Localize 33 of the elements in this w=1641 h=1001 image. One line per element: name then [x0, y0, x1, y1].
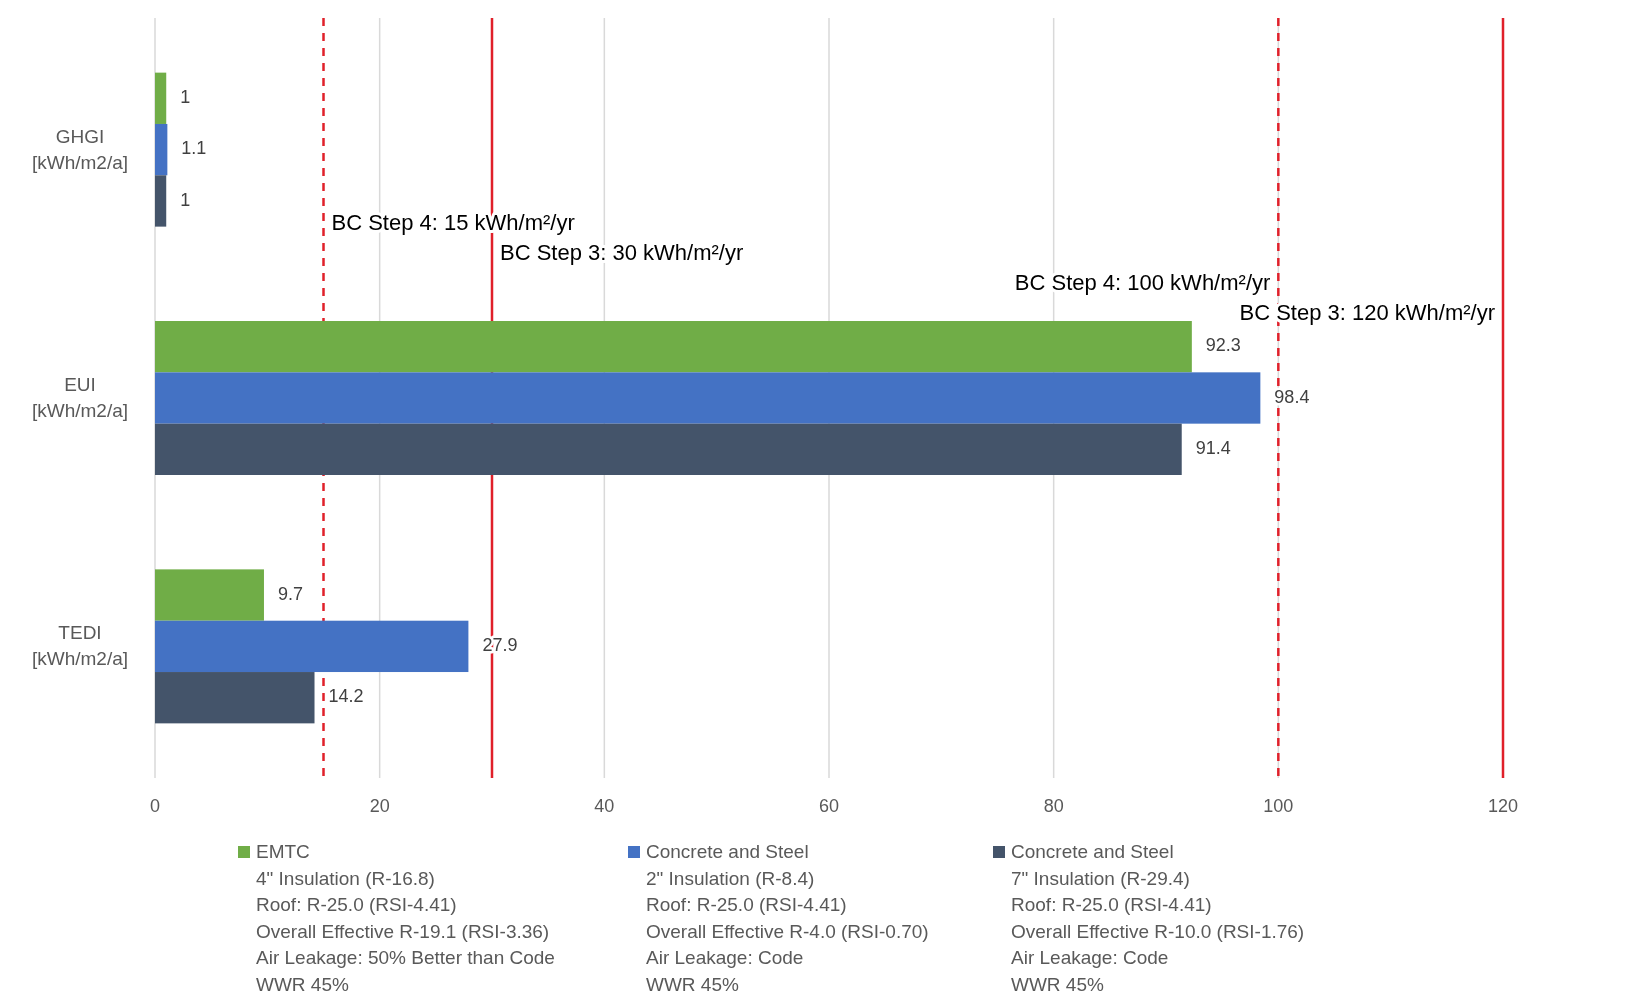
- data-label: 9.7: [277, 583, 303, 604]
- bar: [155, 672, 315, 724]
- bar: [155, 321, 1192, 373]
- ref-line-label: BC Step 3: 30 kWh/m²/yr: [500, 240, 744, 265]
- bar: [155, 423, 1182, 475]
- bar: [155, 123, 168, 176]
- x-tick-label: 60: [818, 796, 840, 816]
- y-tick-label: GHGI [kWh/m2/a]: [31, 125, 129, 173]
- data-label: 91.4: [1195, 438, 1231, 459]
- bar: [155, 72, 167, 124]
- ref-line-label: BC Step 3: 120 kWh/m²/yr: [1239, 300, 1495, 325]
- legend-label: EMTC 4" Insulation (R-16.8) Roof: R-25.0 (RSI-4.41) Overall Effective R-19.1 (RSI-3.36) Air Leakage: 50% Better than Code WWR 45%: [256, 841, 555, 995]
- data-label: 1.1: [181, 138, 207, 159]
- data-label: 98.4: [1274, 386, 1310, 407]
- bar: [155, 372, 1261, 424]
- x-tick-label: 20: [369, 796, 390, 816]
- legend-label: Concrete and Steel 7" Insulation (R-29.4) Roof: R-25.0 (RSI-4.41) Overall Effective R-10.0 (RSI-1.76) Air Leakage: Code WWR 45%: [1011, 841, 1305, 995]
- data-label: 92.3: [1205, 335, 1241, 356]
- bar: [155, 569, 264, 621]
- x-tick-label: 80: [1043, 796, 1064, 816]
- x-tick-label: 0: [149, 796, 161, 816]
- data-label: 14.2: [328, 686, 364, 707]
- x-tick-label: 120: [1487, 796, 1519, 816]
- y-tick-label: TEDI [kWh/m2/a]: [31, 622, 129, 670]
- y-tick-label: EUI [kWh/m2/a]: [31, 374, 129, 421]
- data-label: 1: [180, 189, 191, 210]
- legend-label: Concrete and Steel 2" Insulation (R-8.4) Roof: R-25.0 (RSI-4.41) Overall Effective R-4.0 (RSI-0.70) Air Leakage: Code WWR 45%: [646, 841, 929, 995]
- data-label: 1: [180, 87, 191, 108]
- x-tick-label: 100: [1263, 796, 1294, 816]
- ref-line-label: BC Step 4: 100 kWh/m²/yr: [1014, 270, 1271, 295]
- bar: [155, 175, 167, 227]
- bar: [155, 620, 469, 673]
- x-tick-label: 40: [594, 796, 615, 816]
